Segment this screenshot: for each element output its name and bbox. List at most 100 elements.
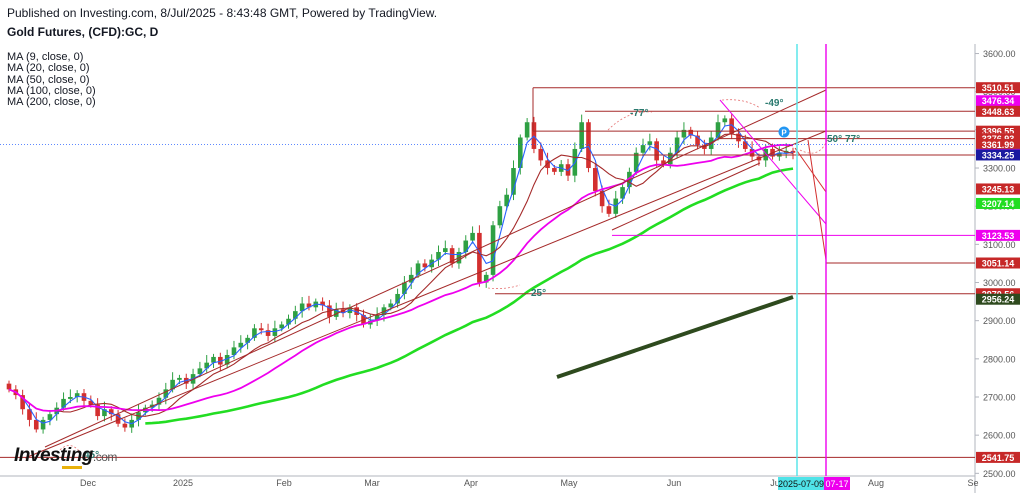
candle-body[interactable]: [40, 419, 46, 430]
candle-body[interactable]: [299, 303, 305, 312]
candle-body[interactable]: [245, 337, 250, 343]
y-tick-label: 3100.00: [983, 240, 1016, 250]
candle-body[interactable]: [443, 248, 448, 252]
candle-body[interactable]: [61, 398, 66, 408]
candle-body[interactable]: [633, 152, 639, 172]
candle-body[interactable]: [95, 404, 100, 417]
candle-body[interactable]: [224, 355, 230, 365]
candle-body[interactable]: [640, 145, 646, 153]
candle-body[interactable]: [170, 379, 175, 390]
candle-body[interactable]: [204, 362, 210, 369]
candle-body[interactable]: [156, 397, 162, 405]
candle-body[interactable]: [449, 248, 455, 264]
candle-body[interactable]: [579, 122, 584, 149]
candle-body[interactable]: [102, 409, 107, 417]
candle-body[interactable]: [293, 311, 298, 319]
trend-line-upper: [44, 89, 827, 448]
candle-body[interactable]: [681, 129, 687, 138]
candle-body[interactable]: [511, 168, 516, 195]
candle-body[interactable]: [483, 274, 489, 283]
candle-body[interactable]: [497, 206, 503, 226]
candle-body[interactable]: [320, 301, 325, 306]
candle-body[interactable]: [518, 137, 523, 169]
candle-body[interactable]: [695, 135, 700, 146]
candle-body[interactable]: [592, 168, 598, 191]
y-tick-label: 3300.00: [983, 164, 1016, 174]
candle-body[interactable]: [415, 263, 421, 275]
candle-body[interactable]: [74, 393, 80, 398]
candle-body[interactable]: [463, 240, 469, 252]
candle-body[interactable]: [354, 307, 359, 315]
candle-body[interactable]: [388, 303, 394, 308]
candle-body[interactable]: [538, 148, 544, 161]
candle-body[interactable]: [211, 356, 216, 363]
candle-body[interactable]: [402, 282, 407, 294]
candle-body[interactable]: [395, 293, 400, 304]
candle-body[interactable]: [286, 318, 291, 325]
candle-body[interactable]: [586, 122, 591, 169]
candle-body[interactable]: [408, 274, 414, 283]
candle-body[interactable]: [742, 141, 748, 149]
candle-body[interactable]: [545, 160, 550, 169]
ma-legend: MA (9, close, 0) MA (20, close, 0) MA (5…: [7, 51, 96, 109]
candle-body[interactable]: [306, 303, 312, 308]
date-marker-cyan[interactable]: [778, 477, 824, 490]
candle-body[interactable]: [470, 232, 475, 241]
candle-body[interactable]: [265, 330, 271, 336]
candle-body[interactable]: [68, 397, 73, 399]
candle-body[interactable]: [115, 414, 121, 424]
candle-body[interactable]: [218, 356, 223, 365]
candle-body[interactable]: [661, 160, 666, 165]
candle-body[interactable]: [279, 324, 284, 329]
candle-body[interactable]: [163, 389, 169, 398]
candle-body[interactable]: [729, 118, 734, 134]
candle-body[interactable]: [27, 409, 32, 420]
ma-legend-item[interactable]: MA (100, close, 0): [7, 84, 96, 97]
candle-body[interactable]: [108, 409, 114, 415]
candle-body[interactable]: [504, 194, 509, 207]
ma-legend-item[interactable]: MA (200, close, 0): [7, 96, 96, 109]
candle-body[interactable]: [258, 328, 264, 331]
candle-body[interactable]: [422, 263, 428, 268]
candle-body[interactable]: [238, 342, 244, 348]
candle-body[interactable]: [715, 122, 721, 138]
date-marker-magenta[interactable]: [824, 477, 850, 490]
candle-body[interactable]: [477, 232, 482, 283]
candle-body[interactable]: [33, 419, 39, 430]
price-label-text: 3476.34: [982, 96, 1015, 106]
ma-legend-item[interactable]: MA (9, close, 0): [7, 51, 84, 63]
candle-body[interactable]: [333, 309, 339, 317]
candle-body[interactable]: [252, 328, 257, 338]
candle-body[interactable]: [272, 328, 278, 336]
candle-body[interactable]: [177, 377, 182, 380]
candle-body[interactable]: [674, 137, 680, 153]
candle-body[interactable]: [620, 187, 625, 199]
projection-badge[interactable]: [778, 126, 790, 138]
candle-body[interactable]: [436, 251, 441, 260]
candle-body[interactable]: [654, 141, 659, 161]
candle-body[interactable]: [20, 395, 25, 410]
x-axis-label: Dec: [80, 478, 97, 488]
ma-legend-item[interactable]: MA (50, close, 0): [7, 73, 90, 86]
candle-body[interactable]: [790, 150, 796, 153]
candle-body[interactable]: [47, 414, 53, 420]
candle-body[interactable]: [736, 133, 741, 142]
candle-body[interactable]: [197, 368, 203, 375]
candle-body[interactable]: [490, 225, 496, 275]
ma-legend-item[interactable]: MA (20, close, 0): [7, 62, 90, 75]
candle-body[interactable]: [231, 347, 237, 356]
candle-body[interactable]: [122, 423, 128, 428]
candle-body[interactable]: [6, 383, 12, 390]
candle-body[interactable]: [599, 190, 605, 207]
candle-body[interactable]: [524, 122, 530, 138]
ma100-line: [145, 167, 794, 425]
candle-body[interactable]: [606, 206, 612, 214]
candle-body[interactable]: [647, 141, 653, 146]
candle-body[interactable]: [88, 400, 94, 405]
candle-body[interactable]: [722, 118, 728, 123]
candle-body[interactable]: [552, 168, 557, 172]
candle-body[interactable]: [374, 314, 380, 321]
candle-body[interactable]: [688, 129, 694, 136]
